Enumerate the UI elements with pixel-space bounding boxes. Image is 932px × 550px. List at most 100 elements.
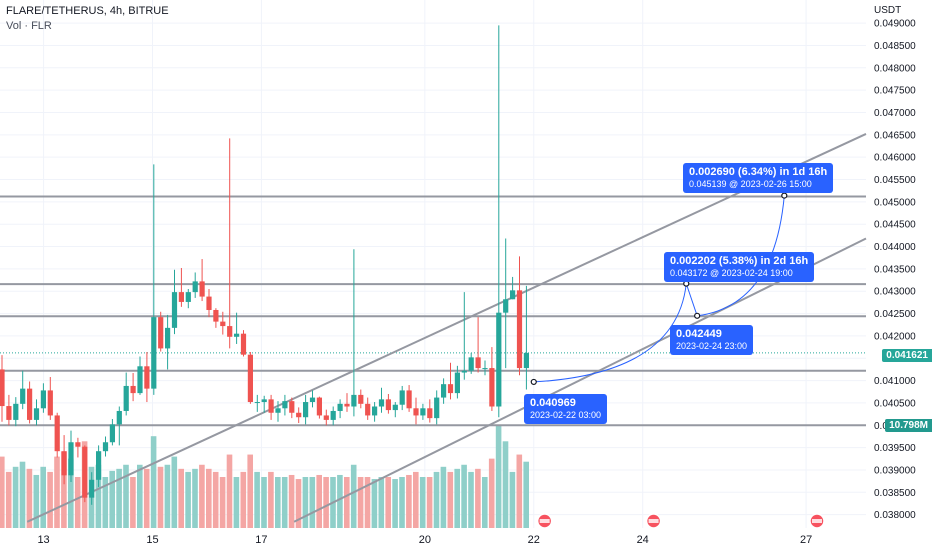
candle-body xyxy=(510,290,516,300)
volume-bar xyxy=(247,454,253,528)
volume-bar xyxy=(288,474,295,528)
event-markers[interactable] xyxy=(536,513,825,529)
candle-body xyxy=(282,401,288,409)
time-tick-label: 22 xyxy=(528,534,540,546)
volume-bar xyxy=(219,477,226,528)
volume-bar xyxy=(364,477,371,528)
candle-body xyxy=(413,408,419,416)
candle-body xyxy=(116,410,122,425)
candle-body xyxy=(130,385,136,394)
candle-body xyxy=(82,446,88,498)
candle-body xyxy=(385,399,391,411)
candle-body xyxy=(406,390,412,409)
price-tick-label: 0.045000 xyxy=(874,197,916,208)
time-tick-label: 20 xyxy=(419,534,431,546)
volume-bar xyxy=(323,477,329,528)
price-tick-label: 0.042500 xyxy=(874,309,916,320)
volume-bar xyxy=(240,471,247,528)
price-axis[interactable]: USDT 0.049000 0.048500 0.048000 0.047500 0.04… xyxy=(874,5,916,521)
candle-body xyxy=(234,333,240,337)
time-tick-label: 24 xyxy=(637,534,649,546)
annotation-target-1-change: 0.002202 (5.38%) in 2d 16h xyxy=(670,255,809,267)
volume-bar xyxy=(295,479,302,528)
annotation-entry[interactable]: 0.040969 2023-02-22 03:00 xyxy=(524,394,608,424)
candle-body xyxy=(427,408,433,419)
trend-line[interactable] xyxy=(26,133,867,523)
candle-body xyxy=(33,408,40,420)
annotation-pullback[interactable]: 0.042449 2023-02-24 23:00 xyxy=(670,325,754,355)
price-tick-label: 0.048000 xyxy=(874,63,916,74)
price-axis-unit: USDT xyxy=(874,5,901,16)
price-tick-label: 0.040500 xyxy=(874,398,916,409)
price-tick-label: 0.045500 xyxy=(874,175,916,186)
volume-bar xyxy=(440,466,447,528)
volume-bar xyxy=(406,474,412,528)
price-tick-label: 0.048500 xyxy=(874,41,916,52)
price-tick-label: 0.046000 xyxy=(874,153,916,164)
projection-point[interactable] xyxy=(530,378,537,386)
projection-point[interactable] xyxy=(694,312,701,319)
price-tick-label: 0.042000 xyxy=(874,331,916,342)
annotation-target-2[interactable]: 0.002690 (6.34%) in 1d 16h 0.045139 @ 20… xyxy=(683,163,834,193)
candle-body xyxy=(0,369,5,407)
volume-bar xyxy=(337,474,343,528)
candle-body xyxy=(240,333,247,355)
volume-indicator-label: Vol · FLR xyxy=(6,20,52,32)
time-axis[interactable]: 13 15 17 20 22 24 27 xyxy=(37,534,812,546)
volume-bar xyxy=(495,426,502,528)
projection-point[interactable] xyxy=(781,192,788,199)
candle-body xyxy=(96,451,102,480)
volume-bar xyxy=(281,477,288,528)
volume-bar xyxy=(5,471,12,528)
candle-body xyxy=(137,366,143,394)
candle-body xyxy=(261,399,267,403)
price-tick-label: 0.049000 xyxy=(874,19,916,30)
volume-bar xyxy=(109,470,115,528)
symbol-title: FLARE/TETHERUS, 4h, BITRUE xyxy=(6,5,169,17)
volume-bar xyxy=(226,454,233,528)
volume-bar xyxy=(392,479,398,528)
candle-body xyxy=(316,397,322,416)
candle-body xyxy=(13,403,19,420)
candle-body xyxy=(365,403,371,416)
candle-body xyxy=(247,354,253,403)
price-tick-label: 0.039500 xyxy=(874,443,916,454)
candle-body xyxy=(351,394,357,407)
candle-body xyxy=(358,394,364,404)
volume-bars xyxy=(0,426,529,528)
price-tick-label: 0.041000 xyxy=(874,376,916,387)
volume-bar xyxy=(137,464,143,528)
volume-bar xyxy=(357,477,364,528)
volume-bar xyxy=(309,477,316,528)
candle-body xyxy=(399,390,405,405)
annotation-target-1[interactable]: 0.002202 (5.38%) in 2d 16h 0.043172 @ 20… xyxy=(664,252,815,282)
candle-body xyxy=(102,442,109,452)
candle-body xyxy=(468,357,474,371)
candle-body xyxy=(75,442,81,447)
volume-bar xyxy=(33,474,40,528)
volume-bar xyxy=(54,456,60,528)
volume-bar xyxy=(268,471,274,528)
candle-body xyxy=(61,451,67,476)
volume-bar xyxy=(316,474,322,528)
price-tick-label: 0.047000 xyxy=(874,108,916,119)
volume-bar xyxy=(12,466,19,528)
projection-path[interactable] xyxy=(530,192,788,386)
volume-bar xyxy=(171,456,178,528)
price-tick-label: 0.038000 xyxy=(874,510,916,521)
candle-body xyxy=(289,401,295,413)
candle-body xyxy=(392,404,398,411)
horizontal-levels[interactable] xyxy=(0,195,866,427)
candle-body xyxy=(89,479,95,498)
trend-lines[interactable] xyxy=(26,133,867,523)
flag-icon-stripe xyxy=(811,519,822,523)
candle-body xyxy=(420,408,426,416)
price-tick-label: 0.046500 xyxy=(874,130,916,141)
annotation-entry-price: 0.040969 xyxy=(530,397,576,409)
volume-bar xyxy=(426,477,433,528)
trend-line[interactable] xyxy=(293,237,867,523)
volume-bar xyxy=(475,468,481,528)
annotation-target-1-detail: 0.043172 @ 2023-02-24 19:00 xyxy=(670,268,793,278)
volume-bar xyxy=(413,471,419,528)
